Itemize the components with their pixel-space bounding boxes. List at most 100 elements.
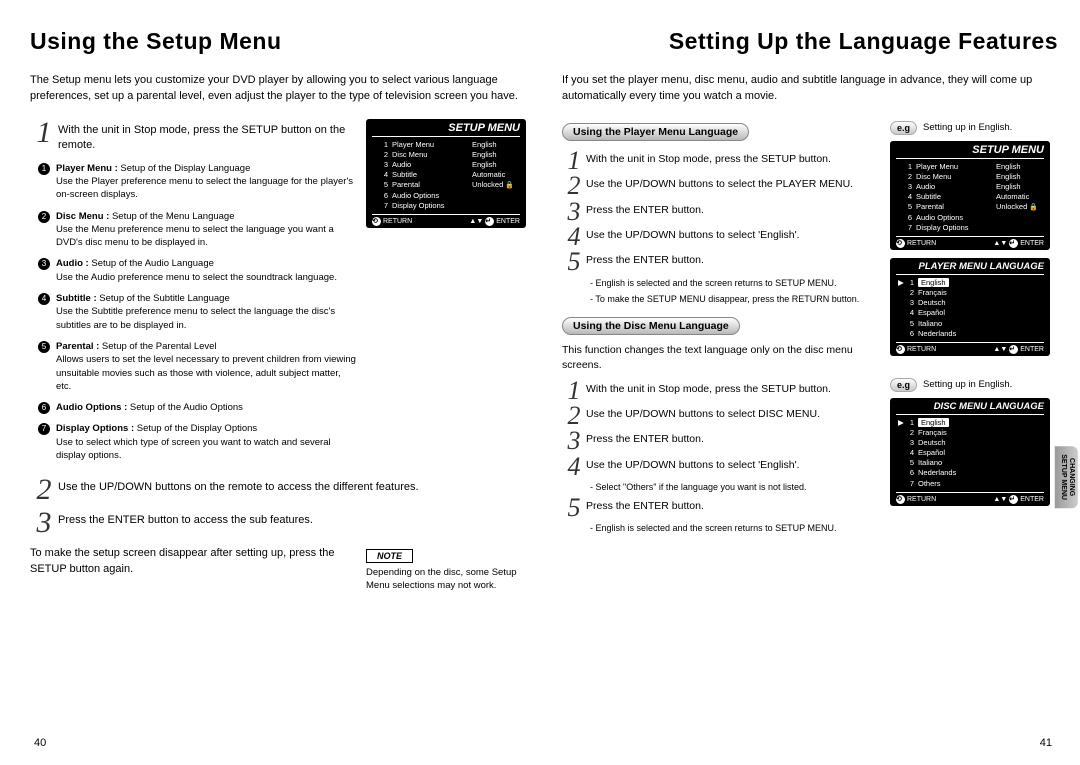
eg-chip: e.g — [890, 378, 917, 392]
step-text: Press the ENTER button. — [586, 496, 704, 514]
osd-setup-row: 2Disc MenuEnglish — [896, 172, 1044, 182]
step: 4 Use the UP/DOWN buttons to select 'Eng… — [562, 225, 880, 248]
step-text: Use the UP/DOWN buttons to select 'Engli… — [586, 455, 800, 473]
step-text: Press the ENTER button. — [586, 429, 704, 447]
step: 1 With the unit in Stop mode, press the … — [562, 379, 880, 402]
step: 4 Use the UP/DOWN buttons to select 'Eng… — [562, 455, 880, 478]
osd-setup-menu: SETUP MENU 1Player MenuEnglish2Disc Menu… — [366, 119, 526, 228]
step: 2 Use the UP/DOWN buttons to select DISC… — [562, 404, 880, 427]
osd-lang-row: 3Deutsch — [896, 438, 1044, 448]
step: 3 Press the ENTER button. — [562, 200, 880, 223]
bullet-number-icon: 1 — [38, 163, 50, 175]
bullet-number-icon: 3 — [38, 258, 50, 270]
osd-lang-row: 6Nederlands — [896, 329, 1044, 339]
bullet-number-icon: 6 — [38, 402, 50, 414]
sub-note: - English is selected and the screen ret… — [590, 278, 880, 290]
osd-setup-row: 3AudioEnglish — [372, 160, 520, 170]
osd-setup-row: 2Disc MenuEnglish — [372, 150, 520, 160]
osd-lang-row: 7Others — [896, 479, 1044, 489]
osd-lang-row: 2Français — [896, 288, 1044, 298]
page-number-right: 41 — [1040, 737, 1052, 749]
bullet-number-icon: 4 — [38, 293, 50, 305]
step-number: 4 — [562, 225, 586, 248]
osd-setup-row: 5ParentalUnlocked — [372, 180, 520, 190]
step-text: With the unit in Stop mode, press the SE… — [58, 119, 356, 154]
section-head-player-lang: Using the Player Menu Language — [562, 123, 749, 141]
step-text: Press the ENTER button. — [586, 250, 704, 268]
left-intro: The Setup menu lets you customize your D… — [30, 73, 526, 105]
bullet-number-icon: 2 — [38, 211, 50, 223]
sect2-desc: This function changes the text language … — [562, 343, 880, 372]
after-text: To make the setup screen disappear after… — [30, 546, 356, 577]
step-number: 5 — [562, 250, 586, 273]
osd-lang-row: ▶1English — [896, 418, 1044, 428]
bullet-item: 7 Display Options : Setup of the Display… — [38, 422, 356, 462]
osd-setup-row: 6Audio Options — [372, 191, 520, 201]
osd-lang-row: 6Nederlands — [896, 468, 1044, 478]
bullet-item: 5 Parental : Setup of the Parental Level… — [38, 340, 356, 393]
osd-lang-row: 5Italiano — [896, 458, 1044, 468]
side-tab: CHANGINGSETUP MENU — [1055, 446, 1078, 508]
osd-setup-row: 1Player MenuEnglish — [896, 162, 1044, 172]
osd-setup-row: 7Display Options — [372, 201, 520, 211]
step-number: 1 — [562, 379, 586, 402]
bullet-number-icon: 7 — [38, 423, 50, 435]
page-number-left: 40 — [34, 737, 46, 749]
step-text: With the unit in Stop mode, press the SE… — [586, 149, 831, 167]
osd-setup-row: 7Display Options — [896, 223, 1044, 233]
step-text: Use the UP/DOWN buttons to select DISC M… — [586, 404, 820, 422]
eg-text: Setting up in English. — [923, 122, 1012, 133]
osd-setup-row: 4SubtitleAutomatic — [372, 170, 520, 180]
osd-lang-row: 2Français — [896, 428, 1044, 438]
osd-lang-row: ▶1English — [896, 278, 1044, 288]
right-intro: If you set the player menu, disc menu, a… — [562, 73, 1058, 105]
osd-disc-menu-language: DISC MENU LANGUAGE ▶1English2Français3De… — [890, 398, 1050, 506]
osd-setup-row: 1Player MenuEnglish — [372, 140, 520, 150]
step-text: Use the UP/DOWN buttons to select 'Engli… — [586, 225, 800, 243]
bullet-item: 6 Audio Options : Setup of the Audio Opt… — [38, 401, 356, 414]
osd-player-menu-language: PLAYER MENU LANGUAGE ▶1English2Français3… — [890, 258, 1050, 356]
osd-lang-row: 5Italiano — [896, 319, 1044, 329]
osd-setup-row: 3AudioEnglish — [896, 182, 1044, 192]
step-number: 4 — [562, 455, 586, 478]
bullet-item: 1 Player Menu : Setup of the Display Lan… — [38, 162, 356, 202]
osd-setup-menu: SETUP MENU 1Player MenuEnglish2Disc Menu… — [890, 141, 1050, 250]
step-number: 5 — [562, 496, 586, 519]
step-text: Press the ENTER button to access the sub… — [58, 509, 313, 528]
osd-lang-row: 4Español — [896, 308, 1044, 318]
step-number: 3 — [562, 429, 586, 452]
bullet-item: 4 Subtitle : Setup of the Subtitle Langu… — [38, 292, 356, 332]
left-title: Using the Setup Menu — [30, 28, 526, 55]
step-number: 2 — [30, 476, 58, 503]
osd-setup-row: 4SubtitleAutomatic — [896, 192, 1044, 202]
step-number: 3 — [562, 200, 586, 223]
step: 2 Use the UP/DOWN buttons to select the … — [562, 174, 880, 197]
osd-title: DISC MENU LANGUAGE — [896, 401, 1044, 415]
eg-chip: e.g — [890, 121, 917, 135]
osd-title: SETUP MENU — [372, 122, 520, 137]
sub-note: - English is selected and the screen ret… — [590, 523, 880, 535]
note-text: Depending on the disc, some Setup Menu s… — [366, 567, 526, 593]
step-text: With the unit in Stop mode, press the SE… — [586, 379, 831, 397]
step-text: Press the ENTER button. — [586, 200, 704, 218]
osd-setup-row: 5ParentalUnlocked — [896, 202, 1044, 212]
osd-return: ⟲RETURN — [372, 217, 412, 226]
bullet-item: 2 Disc Menu : Setup of the Menu Language… — [38, 210, 356, 250]
osd-title: SETUP MENU — [896, 144, 1044, 159]
note-label: NOTE — [366, 549, 413, 563]
eg-text: Setting up in English. — [923, 379, 1012, 390]
sub-note: - To make the SETUP MENU disappear, pres… — [590, 294, 880, 306]
step-text: Use the UP/DOWN buttons on the remote to… — [58, 476, 419, 495]
sub-note: - Select "Others" if the language you wa… — [590, 482, 880, 494]
osd-setup-row: 6Audio Options — [896, 213, 1044, 223]
step-number: 1 — [562, 149, 586, 172]
step-number: 2 — [562, 404, 586, 427]
step: 1 With the unit in Stop mode, press the … — [562, 149, 880, 172]
section-head-disc-lang: Using the Disc Menu Language — [562, 317, 740, 335]
osd-lang-row: 4Español — [896, 448, 1044, 458]
step-number: 2 — [562, 174, 586, 197]
step-text: Use the UP/DOWN buttons to select the PL… — [586, 174, 853, 192]
step-number: 1 — [30, 119, 58, 146]
bullet-number-icon: 5 — [38, 341, 50, 353]
step: 5 Press the ENTER button. — [562, 250, 880, 273]
